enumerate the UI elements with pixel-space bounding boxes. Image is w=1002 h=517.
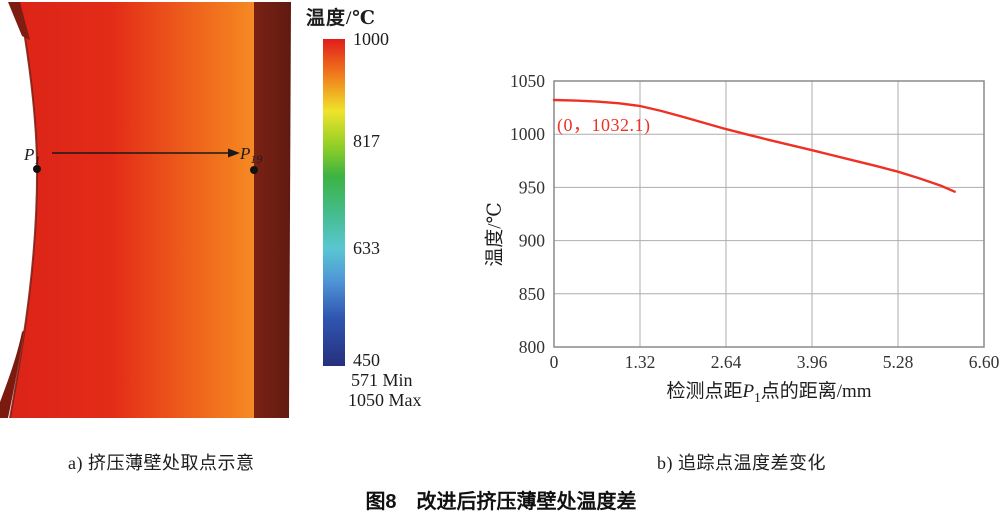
x-tick-label: 5.28 (883, 352, 914, 372)
y-tick-label: 1050 (510, 71, 545, 91)
die-wall (254, 2, 291, 418)
thermal-contour-image: P1 P19 (0, 1, 291, 419)
x-axis-title-prefix: 检测点距 (666, 381, 743, 402)
point-p19-label: P19 (239, 144, 262, 166)
billet-left-edge (9, 1, 39, 419)
colorbar-title: 温度/℃ (306, 8, 377, 29)
x-tick-label: 1.32 (625, 352, 656, 372)
colorbar-tick-633: 633 (353, 238, 380, 258)
caption-panel-b: b) 追踪点温度差变化 (657, 453, 826, 473)
colorbar-tick-450: 450 (353, 350, 380, 370)
y-tick-label: 900 (519, 231, 546, 251)
edge-sliver-top (8, 2, 30, 40)
colorbar-tick-817: 817 (353, 131, 380, 151)
colorbar-gradient (323, 39, 345, 366)
point-p19-marker (250, 166, 258, 174)
measurement-arrow-head (228, 148, 240, 158)
y-tick-label: 950 (519, 177, 546, 197)
colorbar-min-label: 571 Min (351, 370, 413, 390)
plot-frame (553, 80, 985, 348)
billet-body (10, 2, 254, 418)
x-tick-label: 6.60 (969, 352, 1000, 372)
x-tick-label: 3.96 (797, 352, 828, 372)
y-axis-title: 温度/℃ (484, 202, 506, 267)
caption-panel-a: a) 挤压薄壁处取点示意 (68, 453, 255, 473)
point-p1-marker (33, 165, 41, 173)
x-axis-title-var: P (742, 381, 755, 402)
colorbar-tick-1000: 1000 (353, 29, 389, 49)
curve-start-annotation: (0，1032.1) (557, 115, 651, 135)
x-axis-title-sub: 1 (754, 389, 761, 405)
point-p1-label: P1 (23, 145, 40, 167)
temperature-curve (552, 98, 956, 193)
x-tick-label: 0 (550, 352, 559, 372)
x-axis-title: 检测点距P1点的距离/mm (554, 376, 984, 406)
y-tick-label: 850 (519, 284, 546, 304)
x-axis-title-suffix: 点的距离/mm (760, 381, 872, 402)
colorbar-max-label: 1050 Max (348, 390, 422, 410)
edge-sliver-bottom (0, 330, 24, 418)
y-tick-label: 800 (519, 337, 546, 357)
y-tick-label: 1000 (510, 124, 545, 144)
x-tick-label: 2.64 (711, 352, 742, 372)
figure-title: 图8 改进后挤压薄壁处温度差 (365, 491, 637, 513)
